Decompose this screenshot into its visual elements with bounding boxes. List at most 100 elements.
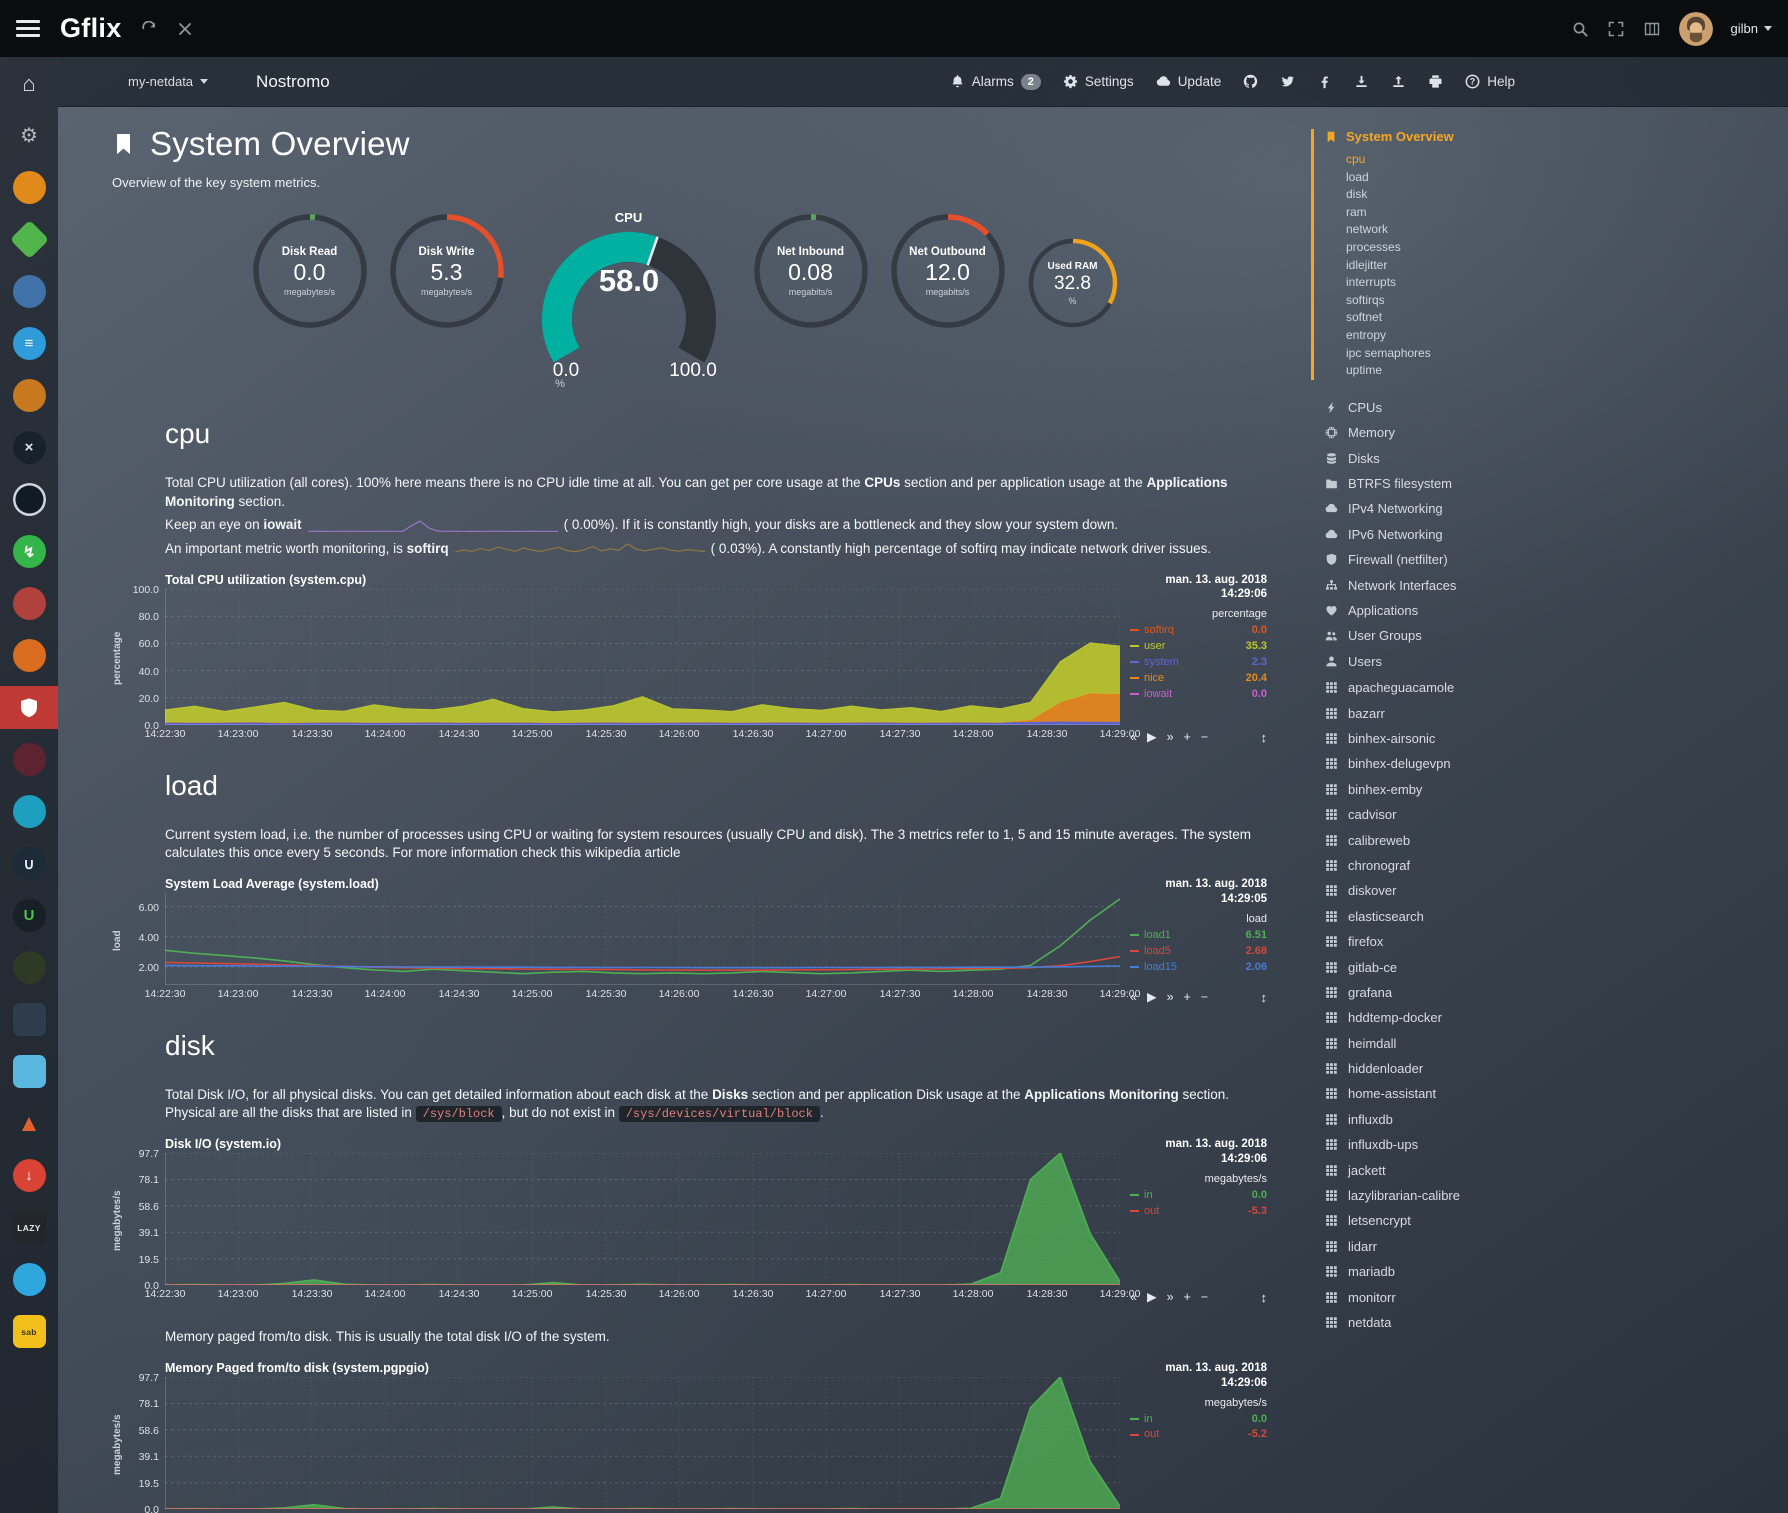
search-icon[interactable] [1571,20,1589,38]
sidebar-app-calibreweb[interactable]: calibreweb [1325,827,1576,852]
fast-forward-button[interactable]: » [1166,1290,1174,1305]
sidebar-app-lidarr[interactable]: lidarr [1325,1234,1576,1259]
sidebar-sub-processes[interactable]: processes [1346,239,1401,254]
legend-entry-out[interactable]: out -5.3 [1130,1204,1267,1220]
rail-app-settings[interactable]: ⚙ [0,114,58,157]
sidebar-sub-load[interactable]: load [1346,169,1369,184]
rail-app-krusader[interactable] [0,582,58,625]
zoom-in-button[interactable]: + [1183,990,1191,1004]
sidebar-sub-ipc-semaphores[interactable]: ipc semaphores [1346,345,1431,360]
rail-app-unifi[interactable] [0,634,58,677]
play-button[interactable]: ▶ [1146,1290,1157,1305]
legend-entry-iowait[interactable]: iowait 0.0 [1130,687,1267,703]
sidebar-section-users[interactable]: Users [1325,649,1576,674]
rail-app-lazylibrarian[interactable]: LAZY [0,1206,58,1249]
ndbar-print[interactable] [1428,74,1443,89]
rail-app-gitlab[interactable]: ▲ [0,1102,58,1145]
sidebar-sub-entropy[interactable]: entropy [1346,327,1387,342]
chart-plot[interactable] [165,1376,1120,1509]
sidebar-section-ipv6-networking[interactable]: IPv6 Networking [1325,522,1576,547]
sidebar-app-binhex-airsonic[interactable]: binhex-airsonic [1325,726,1576,751]
sidebar-section-cpus[interactable]: CPUs [1325,395,1576,420]
avatar[interactable] [1678,11,1713,46]
legend-entry-nice[interactable]: nice 20.4 [1130,671,1267,687]
rail-app-portainer[interactable] [0,270,58,313]
sidebar-app-lazylibrarian-calibre[interactable]: lazylibrarian-calibre [1325,1183,1576,1208]
chart-plot[interactable] [165,588,1120,725]
panels-icon[interactable] [1643,20,1661,38]
legend-entry-system[interactable]: system 2.3 [1130,655,1267,671]
rewind-button[interactable]: « [1130,729,1137,744]
sidebar-sub-uptime[interactable]: uptime [1346,363,1383,378]
chart-plot[interactable] [165,892,1120,985]
fast-forward-button[interactable]: » [1166,729,1174,744]
sidebar-app-cadvisor[interactable]: cadvisor [1325,802,1576,827]
hostname[interactable]: Nostromo [256,71,330,91]
legend-entry-in[interactable]: in 0.0 [1130,1188,1267,1204]
menu-icon[interactable] [16,12,42,45]
rail-app-docker-app[interactable] [0,998,58,1041]
sidebar-app-influxdb-ups[interactable]: influxdb-ups [1325,1132,1576,1157]
sidebar-sub-softnet[interactable]: softnet [1346,310,1383,325]
sidebar-app-hiddenloader[interactable]: hiddenloader [1325,1056,1576,1081]
fast-forward-button[interactable]: » [1166,990,1174,1004]
close-icon[interactable] [176,20,194,38]
sidebar-app-elasticsearch[interactable]: elasticsearch [1325,904,1576,929]
resize-handle[interactable]: ↕ [1260,989,1268,1005]
sidebar-app-mariadb[interactable]: mariadb [1325,1259,1576,1284]
sidebar-section-firewall-netfilter[interactable]: Firewall (netfilter) [1325,547,1576,572]
rewind-button[interactable]: « [1130,990,1137,1004]
play-button[interactable]: ▶ [1146,729,1157,744]
rail-app-sabnzbd[interactable]: sab [0,1310,58,1353]
ndbar-help[interactable]: ? Help [1465,74,1515,89]
rail-app-home[interactable]: ⌂ [0,62,58,105]
ndbar-update[interactable]: Update [1156,74,1221,89]
ndbar-settings[interactable]: Settings [1063,74,1134,89]
zoom-out-button[interactable]: − [1200,729,1209,744]
fullscreen-icon[interactable] [1607,20,1625,38]
gauge-net-outbound[interactable]: Net Outbound 12.0 megabits/s [887,210,1009,332]
zoom-out-button[interactable]: − [1200,990,1209,1004]
gauge-cpu[interactable]: CPU 58.0 0.0 100.0 % [523,210,735,392]
sidebar-app-chronograf[interactable]: chronograf [1325,853,1576,878]
refresh-icon[interactable] [140,20,158,38]
zoom-out-button[interactable]: − [1200,1290,1209,1305]
rail-app-speedtest[interactable]: ↯ [0,530,58,573]
server-dropdown[interactable]: my-netdata [128,74,209,89]
ndbar-alarms[interactable]: Alarms 2 [950,73,1041,90]
ndbar-twitter[interactable] [1280,74,1295,89]
rail-app-downloader[interactable]: ↓ [0,1154,58,1197]
rail-app-organizr[interactable] [0,166,58,209]
rail-app-window-app[interactable] [0,1050,58,1093]
ndbar-export[interactable] [1354,74,1369,89]
sidebar-sub-network[interactable]: network [1346,222,1389,237]
gauge-disk-read[interactable]: Disk Read 0.0 megabytes/s [249,210,371,332]
legend-entry-user[interactable]: user 35.3 [1130,639,1267,655]
sidebar-app-letsencrypt[interactable]: letsencrypt [1325,1208,1576,1233]
user-menu[interactable]: gilbn [1731,21,1772,36]
sidebar-section-user-groups[interactable]: User Groups [1325,623,1576,648]
sidebar-sub-cpu[interactable]: cpu [1346,152,1366,166]
sidebar-app-jackett[interactable]: jackett [1325,1157,1576,1182]
sidebar-app-heimdall[interactable]: heimdall [1325,1030,1576,1055]
sidebar-section-memory[interactable]: Memory [1325,420,1576,445]
sidebar-sub-idlejitter[interactable]: idlejitter [1346,257,1388,272]
gauge-used-ram[interactable]: Used RAM 32.8% [1024,234,1122,332]
rail-app-drop-app[interactable] [0,1258,58,1301]
sidebar-sub-ram[interactable]: ram [1346,204,1367,219]
sidebar-section-applications[interactable]: Applications [1325,598,1576,623]
rail-app-grafana-app[interactable] [0,738,58,781]
ndbar-facebook[interactable] [1317,74,1332,89]
legend-entry-load5[interactable]: load5 2.68 [1130,944,1267,960]
rail-app-emby[interactable] [0,218,58,261]
sidebar-sub-disk[interactable]: disk [1346,187,1368,202]
chart-plot[interactable] [165,1153,1120,1285]
sidebar-app-grafana[interactable]: grafana [1325,980,1576,1005]
sidebar-app-firefox[interactable]: firefox [1325,929,1576,954]
sidebar-app-home-assistant[interactable]: home-assistant [1325,1081,1576,1106]
sidebar-section-btrfs-filesystem[interactable]: BTRFS filesystem [1325,471,1576,496]
legend-entry-out[interactable]: out -5.2 [1130,1427,1267,1443]
sidebar-app-netdata[interactable]: netdata [1325,1310,1576,1335]
rail-app-plex[interactable]: × [0,426,58,469]
play-button[interactable]: ▶ [1146,990,1157,1004]
